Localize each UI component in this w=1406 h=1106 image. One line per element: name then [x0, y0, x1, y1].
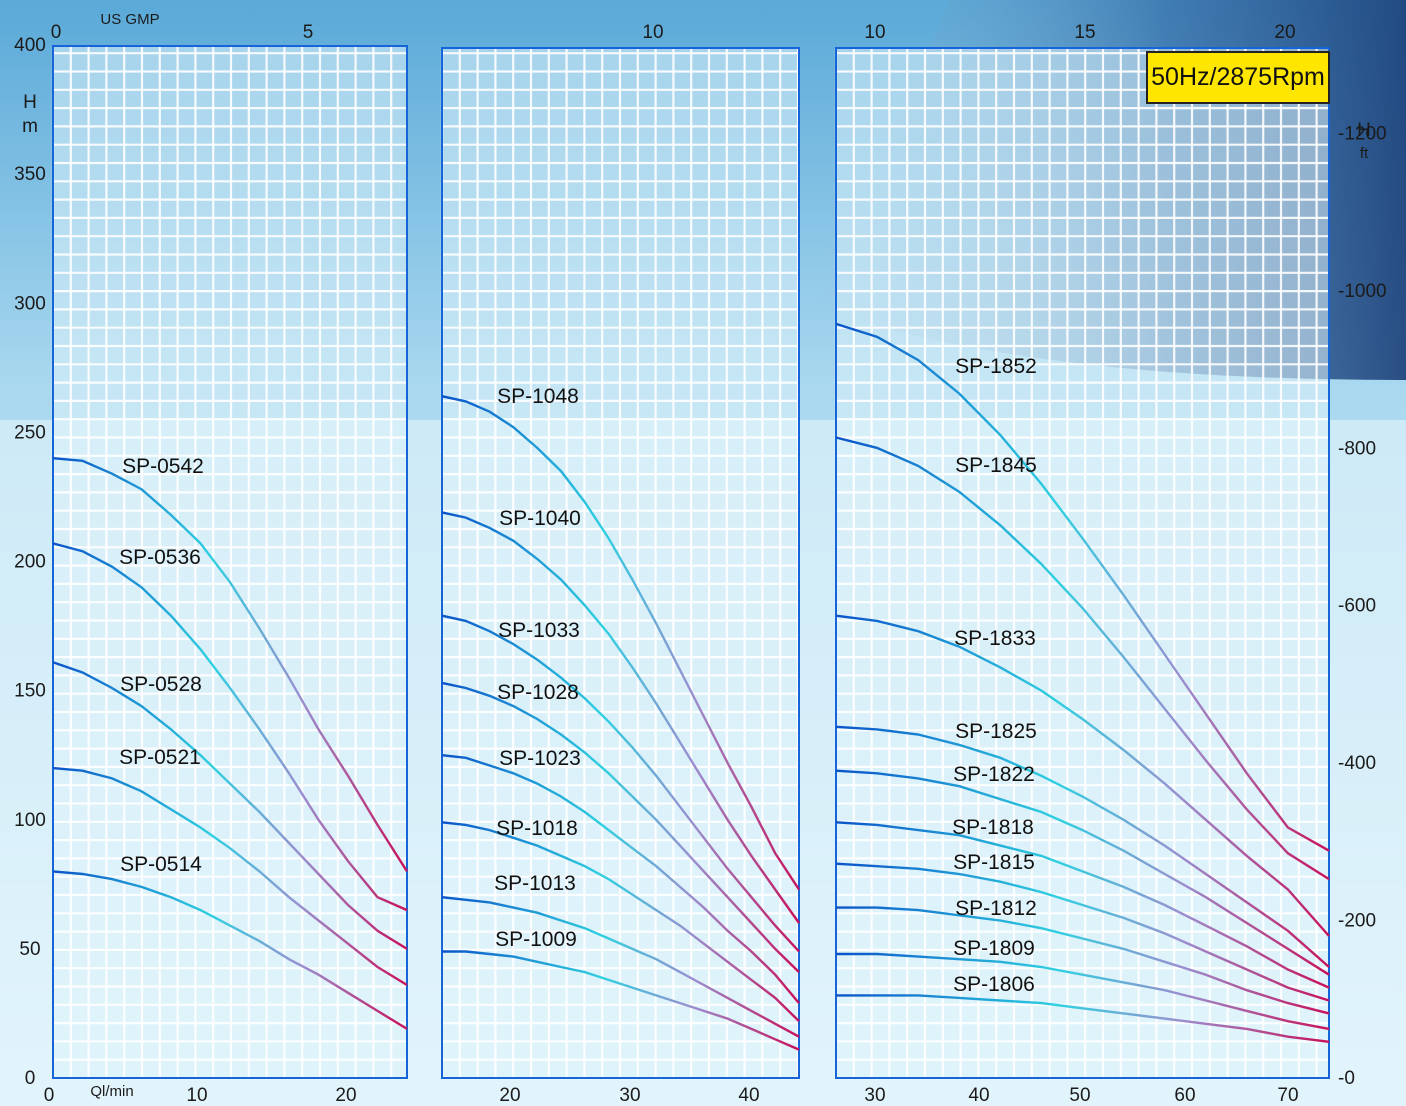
curve-SP-0514 — [52, 870, 408, 1030]
curve-label-SP-1009: SP-1009 — [495, 928, 577, 951]
right-axis-unit-ft: ft — [1360, 145, 1369, 162]
curve-SP-1040 — [441, 511, 800, 924]
curve-label-SP-1028: SP-1028 — [497, 681, 579, 704]
curve-label-SP-1023: SP-1023 — [499, 747, 581, 770]
bottom-tick-label: 0 — [44, 1085, 55, 1106]
curve-label-SP-1815: SP-1815 — [953, 851, 1035, 874]
bottom-tick-label: 60 — [1174, 1085, 1195, 1106]
curve-SP-1013 — [441, 896, 800, 1038]
curve-label-SP-1806: SP-1806 — [953, 973, 1035, 996]
curve-SP-0528 — [52, 661, 408, 950]
curve-SP-1806 — [836, 994, 1330, 1043]
curve-label-SP-1852: SP-1852 — [955, 355, 1037, 378]
curve-label-SP-0542: SP-0542 — [122, 455, 204, 478]
left-tick-label: 350 — [14, 164, 46, 185]
curve-SP-1815 — [835, 862, 1330, 1002]
panel-1-frame — [52, 45, 408, 1079]
bottom-tick-label: 70 — [1277, 1085, 1298, 1106]
curve-label-SP-1818: SP-1818 — [952, 816, 1034, 839]
curve-label-SP-0536: SP-0536 — [119, 546, 201, 569]
right-tick-label: -400 — [1338, 753, 1376, 774]
curve-SP-1833 — [835, 614, 1330, 937]
bottom-tick-label: 20 — [335, 1085, 356, 1106]
curve-SP-1009 — [442, 950, 800, 1051]
right-tick-label: -1200 — [1338, 123, 1387, 144]
curve-label-SP-1822: SP-1822 — [953, 763, 1035, 786]
curve-label-SP-1825: SP-1825 — [955, 720, 1037, 743]
bottom-tick-label: 40 — [968, 1085, 989, 1106]
panel-3-frame — [835, 47, 1330, 1079]
left-tick-label: 50 — [19, 939, 40, 960]
left-tick-label: 0 — [25, 1068, 36, 1089]
curve-label-SP-1033: SP-1033 — [498, 619, 580, 642]
left-tick-label: 150 — [14, 681, 46, 702]
bottom-tick-label: 10 — [186, 1085, 207, 1106]
curve-label-SP-0528: SP-0528 — [120, 673, 202, 696]
curve-SP-1845 — [835, 436, 1330, 881]
bottom-tick-label: 50 — [1069, 1085, 1090, 1106]
curve-SP-1809 — [836, 952, 1330, 1031]
curve-label-SP-1048: SP-1048 — [497, 385, 579, 408]
left-tick-label: 200 — [14, 552, 46, 573]
left-axis-unit-m: m — [22, 116, 38, 137]
panel-2-frame — [441, 47, 800, 1079]
top-tick-label: 20 — [1274, 22, 1295, 43]
curve-SP-0542 — [52, 457, 409, 873]
top-tick-label: 0 — [51, 22, 62, 43]
left-tick-label: 300 — [14, 293, 46, 314]
top-tick-label: 10 — [864, 22, 885, 43]
bottom-tick-label: 40 — [738, 1085, 759, 1106]
curve-label-SP-0521: SP-0521 — [119, 746, 201, 769]
curve-SP-1825 — [835, 725, 1330, 968]
right-tick-label: -200 — [1338, 911, 1376, 932]
bottom-tick-label: 30 — [619, 1085, 640, 1106]
curve-label-SP-1040: SP-1040 — [499, 507, 581, 530]
bottom-tick-label: 30 — [864, 1085, 885, 1106]
right-axis-unit-h: H — [1357, 120, 1371, 141]
curve-SP-0536 — [52, 542, 408, 912]
curve-label-SP-0514: SP-0514 — [120, 853, 202, 876]
left-tick-label: 100 — [14, 810, 46, 831]
right-tick-label: -600 — [1338, 596, 1376, 617]
bottom-tick-label: 20 — [499, 1085, 520, 1106]
curve-SP-1818 — [835, 821, 1330, 989]
top-tick-label: 5 — [303, 22, 314, 43]
curve-label-SP-1833: SP-1833 — [954, 627, 1036, 650]
curve-SP-1812 — [836, 906, 1330, 1015]
curve-SP-1018 — [441, 821, 800, 1023]
top-tick-label: 15 — [1074, 22, 1095, 43]
curve-SP-1048 — [441, 395, 801, 891]
curve-label-SP-1845: SP-1845 — [955, 454, 1037, 477]
frequency-badge: 50Hz/2875Rpm — [1146, 51, 1330, 104]
top-axis-label: US GMP — [100, 11, 159, 28]
curve-SP-1033 — [441, 614, 800, 953]
curve-label-SP-1812: SP-1812 — [955, 897, 1037, 920]
top-tick-label: 10 — [642, 22, 663, 43]
right-tick-label: -0 — [1338, 1068, 1355, 1089]
bottom-axis-label: Ql/min — [90, 1083, 133, 1100]
left-tick-label: 250 — [14, 422, 46, 443]
curve-SP-0521 — [52, 766, 408, 987]
curve-SP-1822 — [835, 769, 1330, 976]
left-tick-label: 400 — [14, 35, 46, 56]
left-axis-unit-h: H — [23, 92, 37, 113]
right-tick-label: -800 — [1338, 438, 1376, 459]
curve-SP-1852 — [835, 322, 1330, 852]
curve-SP-1023 — [441, 754, 800, 1004]
curve-label-SP-1809: SP-1809 — [953, 937, 1035, 960]
panel-3-background — [836, 48, 1329, 1078]
curve-SP-1028 — [441, 681, 800, 973]
right-tick-label: -1000 — [1338, 281, 1387, 302]
curve-label-SP-1013: SP-1013 — [494, 872, 576, 895]
curve-label-SP-1018: SP-1018 — [496, 817, 578, 840]
